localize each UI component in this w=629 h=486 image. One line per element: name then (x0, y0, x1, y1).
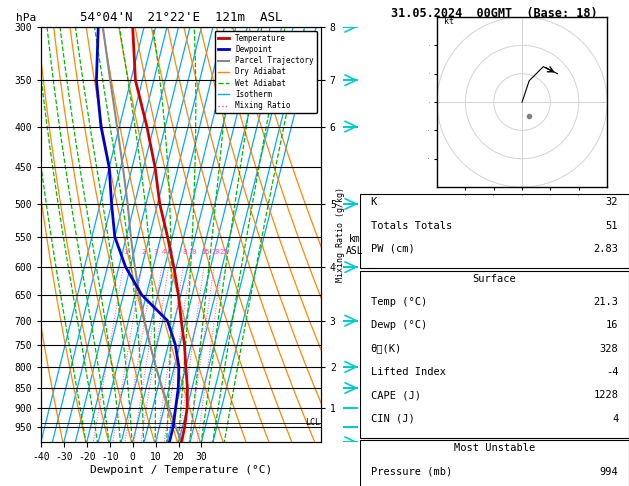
Text: kt: kt (444, 17, 454, 26)
Text: 2.83: 2.83 (593, 244, 618, 254)
Text: Pressure (mb): Pressure (mb) (370, 467, 452, 477)
Text: 15: 15 (201, 249, 210, 256)
Text: LCL: LCL (304, 418, 320, 427)
Text: 1: 1 (123, 249, 128, 256)
Text: 2: 2 (142, 249, 146, 256)
Text: 25: 25 (219, 249, 228, 256)
Bar (360, 194, 629, 268)
Text: -4: -4 (606, 367, 618, 377)
Text: Surface: Surface (472, 274, 516, 284)
Text: Dewp (°C): Dewp (°C) (370, 320, 427, 330)
Text: θᴇ(K): θᴇ(K) (370, 344, 402, 354)
Text: CAPE (J): CAPE (J) (370, 390, 421, 400)
Text: Mixing Ratio (g/kg): Mixing Ratio (g/kg) (336, 187, 345, 282)
Text: 4: 4 (612, 414, 618, 424)
Text: 10: 10 (188, 249, 196, 256)
Text: 994: 994 (599, 467, 618, 477)
Text: 31.05.2024  00GMT  (Base: 18): 31.05.2024 00GMT (Base: 18) (391, 7, 598, 20)
Text: 20: 20 (211, 249, 220, 256)
X-axis label: Dewpoint / Temperature (°C): Dewpoint / Temperature (°C) (90, 465, 272, 475)
Text: Totals Totals: Totals Totals (370, 221, 452, 231)
Title: 54°04'N  21°22'E  121m  ASL: 54°04'N 21°22'E 121m ASL (80, 11, 282, 24)
Text: K: K (370, 197, 377, 208)
Text: 32: 32 (606, 197, 618, 208)
Text: PW (cm): PW (cm) (370, 244, 415, 254)
Text: 5: 5 (169, 249, 172, 256)
Bar (360, 271, 629, 438)
Bar (360, 440, 629, 486)
Text: Lifted Index: Lifted Index (370, 367, 445, 377)
Text: 16: 16 (606, 320, 618, 330)
Text: 51: 51 (606, 221, 618, 231)
Text: 8: 8 (183, 249, 187, 256)
Text: 21.3: 21.3 (593, 297, 618, 307)
Y-axis label: km
ASL: km ASL (347, 235, 364, 256)
Text: 4: 4 (162, 249, 166, 256)
Text: 328: 328 (599, 344, 618, 354)
Text: Temp (°C): Temp (°C) (370, 297, 427, 307)
Legend: Temperature, Dewpoint, Parcel Trajectory, Dry Adiabat, Wet Adiabat, Isotherm, Mi: Temperature, Dewpoint, Parcel Trajectory… (214, 31, 317, 113)
Text: 3: 3 (153, 249, 157, 256)
Text: Most Unstable: Most Unstable (454, 443, 535, 453)
Text: hPa: hPa (16, 13, 36, 22)
Text: 1228: 1228 (593, 390, 618, 400)
Text: CIN (J): CIN (J) (370, 414, 415, 424)
